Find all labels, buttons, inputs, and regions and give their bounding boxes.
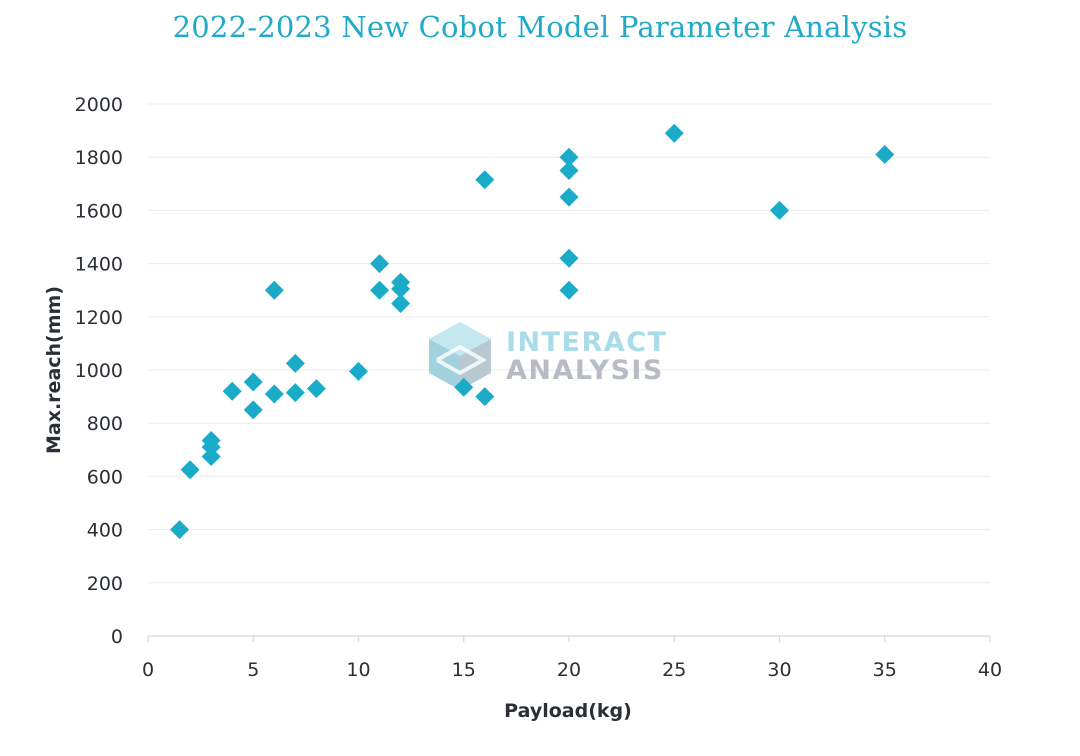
data-point (454, 377, 474, 397)
data-point (475, 170, 495, 190)
data-point (559, 187, 579, 207)
data-points (170, 123, 895, 540)
x-tick-label: 5 (247, 659, 259, 681)
hexagon-cube-icon (429, 322, 491, 390)
x-tick-label: 40 (978, 659, 1002, 681)
data-point (264, 384, 284, 404)
watermark-line1: INTERACT (506, 327, 667, 358)
axes: 0 200 400 600 800 1000 1200 1400 1600 1800 2000 0 5 1… (75, 94, 1002, 681)
x-tick-label: 25 (662, 659, 686, 681)
data-point (285, 353, 305, 373)
data-point (201, 430, 221, 450)
y-tick-label: 2000 (75, 94, 123, 116)
y-tick-label: 1000 (75, 360, 123, 382)
data-point (243, 372, 263, 392)
y-tick-label: 200 (87, 573, 123, 595)
data-point (222, 381, 242, 401)
y-tick-label: 800 (87, 413, 123, 435)
x-tick-label: 0 (142, 659, 154, 681)
data-point (391, 272, 411, 292)
data-point (349, 361, 368, 381)
data-point (559, 147, 579, 167)
watermark: INTERACT ANALYSIS (429, 322, 667, 390)
data-point (559, 280, 579, 300)
watermark-line2: ANALYSIS (506, 355, 664, 386)
data-point (475, 387, 495, 407)
chart-title: 2022-2023 New Cobot Model Parameter Anal… (172, 10, 908, 44)
data-point (370, 254, 390, 274)
data-point (664, 123, 684, 143)
data-point (770, 200, 789, 220)
x-tick-label: 35 (873, 659, 897, 681)
y-tick-label: 400 (87, 520, 123, 542)
data-point (559, 248, 579, 268)
x-tick-label: 10 (346, 659, 370, 681)
y-tick-label: 1400 (75, 254, 123, 276)
data-point (243, 400, 263, 420)
data-point (391, 294, 411, 313)
y-axis-title: Max.reach(mm) (43, 286, 65, 454)
data-point (285, 383, 305, 403)
data-point (264, 280, 284, 300)
x-tick-label: 30 (767, 659, 791, 681)
data-point (180, 460, 200, 480)
y-tick-label: 1800 (75, 147, 123, 169)
y-tick-label: 1200 (75, 307, 123, 329)
data-point (170, 520, 190, 540)
data-point (370, 280, 390, 300)
y-tick-label: 0 (111, 626, 123, 648)
y-tick-label: 600 (87, 466, 123, 488)
data-point (306, 379, 326, 399)
grid-lines (148, 103, 990, 584)
x-tick-label: 20 (557, 659, 581, 681)
x-tick-label: 15 (452, 659, 476, 681)
data-point (875, 145, 895, 165)
data-point (559, 161, 579, 180)
y-tick-label: 1600 (75, 200, 123, 222)
x-axis-title: Payload(kg) (504, 700, 632, 722)
